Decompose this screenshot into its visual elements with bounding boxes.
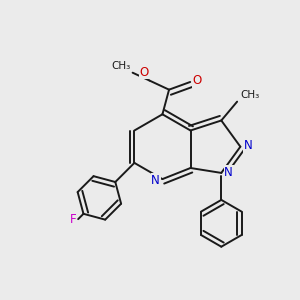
- Text: N: N: [224, 166, 233, 179]
- Text: CH₃: CH₃: [112, 61, 131, 71]
- Text: F: F: [69, 213, 76, 226]
- Text: O: O: [139, 66, 148, 79]
- Text: O: O: [193, 74, 202, 87]
- Text: N: N: [244, 139, 253, 152]
- Text: CH₃: CH₃: [241, 90, 260, 100]
- Text: N: N: [151, 173, 160, 187]
